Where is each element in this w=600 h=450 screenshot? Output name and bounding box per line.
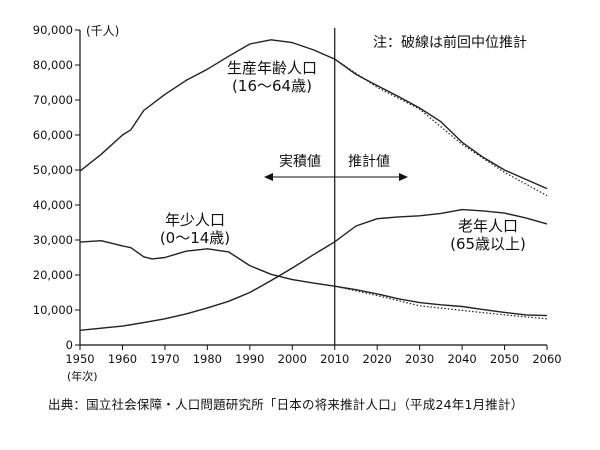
axes bbox=[79, 28, 547, 346]
x-tick-label: 1950 bbox=[65, 352, 94, 366]
actual-values-label: 実積値 bbox=[279, 154, 321, 170]
x-tick-label: 2000 bbox=[278, 352, 307, 366]
x-tick-label: 1980 bbox=[193, 352, 222, 366]
working-age-label: 生産年齢人口 bbox=[227, 59, 317, 77]
youth-line bbox=[79, 240, 548, 317]
x-tick-label: 2050 bbox=[490, 352, 519, 366]
x-tick-label: 2010 bbox=[320, 352, 349, 366]
y-tick-label: 70,000 bbox=[33, 93, 73, 107]
x-tick-label: 2020 bbox=[363, 352, 392, 366]
elderly-line bbox=[79, 208, 548, 331]
elderly-label: (65歳以上) bbox=[450, 235, 526, 253]
x-tick-label: 2040 bbox=[447, 352, 476, 366]
x-tick-label: 1990 bbox=[235, 352, 264, 366]
working-age-line bbox=[79, 39, 548, 190]
x-tick-label: 1960 bbox=[108, 352, 137, 366]
y-axis-unit-label: (千人) bbox=[86, 24, 119, 38]
x-axis-unit-label: (年次) bbox=[67, 369, 98, 383]
previous-projection-dashed-line bbox=[334, 285, 548, 320]
y-tick-label: 20,000 bbox=[33, 268, 73, 282]
y-tick-label: 80,000 bbox=[33, 58, 73, 72]
x-tick-label: 2060 bbox=[532, 352, 561, 366]
series-lines bbox=[79, 39, 548, 331]
x-tick-label: 2030 bbox=[405, 352, 434, 366]
x-tick-label: 1970 bbox=[150, 352, 179, 366]
y-tick-label: 90,000 bbox=[33, 23, 73, 37]
y-tick-label: 30,000 bbox=[33, 233, 73, 247]
arrow-right-head bbox=[399, 173, 408, 181]
previous-projection-dashed-line bbox=[334, 58, 548, 197]
projected-values-label: 推計値 bbox=[348, 154, 390, 170]
series-labels: 生産年齢人口(16～64歳) 年少人口(0～14歳) 老年人口(65歳以上) bbox=[160, 59, 526, 253]
source-citation: 出典：国立社会保障・人口問題研究所「日本の将来推計人口」（平成24年1月推計） bbox=[48, 397, 524, 412]
y-tick-label: 40,000 bbox=[33, 198, 73, 212]
youth-label: 年少人口 bbox=[165, 211, 225, 229]
y-axis-ticks: 0 10,000 20,000 30,000 40,000 50,000 60,000 70,… bbox=[33, 23, 80, 352]
y-tick-label: 10,000 bbox=[33, 303, 73, 317]
arrow-left-head bbox=[264, 173, 273, 181]
working-age-label: (16～64歳) bbox=[232, 77, 312, 95]
y-tick-label: 50,000 bbox=[33, 163, 73, 177]
x-axis-ticks: 1950 1960 1970 1980 1990 2000 2010 2020 2030 2040… bbox=[65, 345, 562, 366]
youth-label: (0～14歳) bbox=[160, 229, 230, 247]
chart-note: 注：破線は前回中位推計 bbox=[373, 34, 527, 51]
y-tick-label: 60,000 bbox=[33, 128, 73, 142]
elderly-label: 老年人口 bbox=[458, 217, 518, 235]
y-tick-label: 0 bbox=[66, 338, 73, 352]
